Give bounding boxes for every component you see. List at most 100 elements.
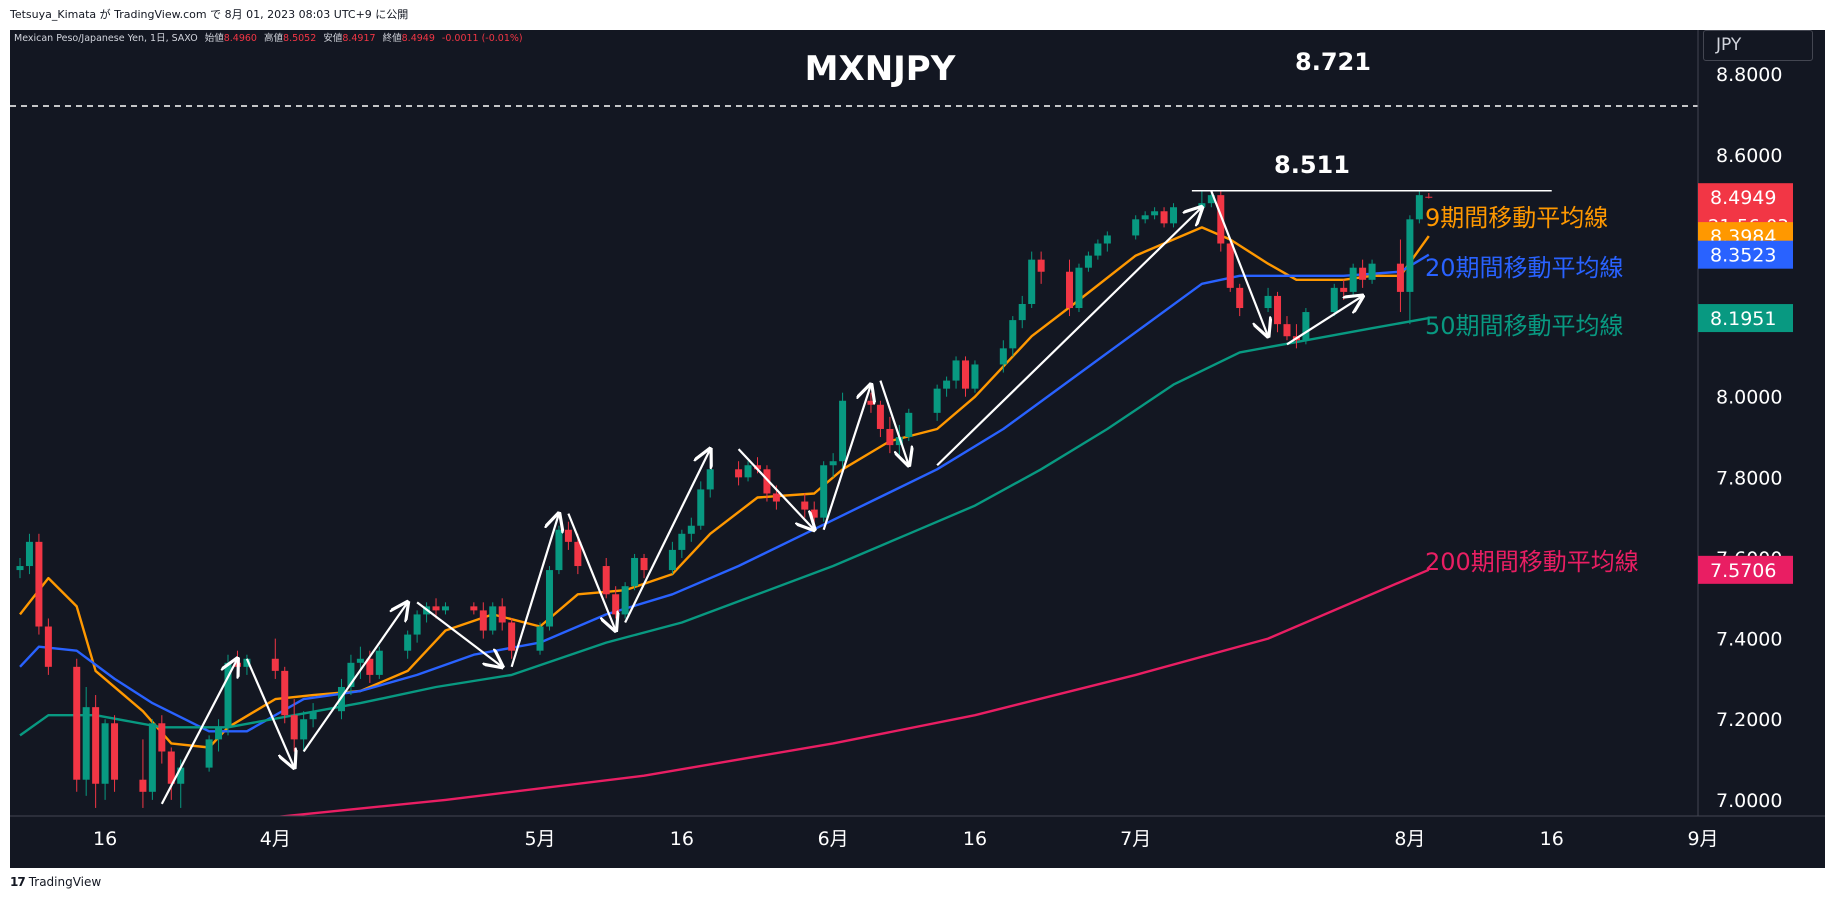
candle-body [404,634,412,651]
candle-body [413,614,421,635]
candle-body [602,566,610,595]
ma-price-tag-1-bg [1698,240,1793,269]
candle-body [1103,235,1111,244]
candle-body [621,586,629,615]
high-label: 高値 [264,33,284,44]
ma-label-1: 20期間移動平均線 [1425,254,1624,282]
candle-body [668,549,676,571]
candle-body [1066,271,1074,309]
candle-body [177,767,185,784]
candle-body [347,662,355,687]
candle-body [706,469,714,490]
open-label: 始値 [204,33,224,44]
candle-body [290,715,298,740]
candle-body [574,541,582,567]
ma-price-tag-2-bg [1698,304,1793,333]
candle-body [224,662,232,728]
footer-brand: TradingView [28,875,102,889]
candle-body [158,723,166,752]
candle-body [1009,320,1017,349]
candle-body [971,364,979,389]
trend-arrow-8 [822,385,871,531]
candle-body [271,658,279,671]
ma-line-1 [19,253,1430,733]
candle-body [839,400,847,462]
change-value: -0.0011 (-0.01%) [441,33,523,44]
candle-body [1283,324,1291,337]
trend-arrow-12 [1286,296,1363,346]
x-tick-label: 5月 [524,828,555,850]
y-tick-label: 8.8000 [1716,64,1782,86]
candle-body [631,557,639,587]
candle-body [555,529,563,571]
candle-body [1236,287,1244,309]
candle-body [536,626,544,651]
trend-arrow-4 [510,514,559,668]
candle-body [35,541,43,627]
y-tick-label: 8.0000 [1716,387,1782,409]
publish-info: Tetsuya_Kimata が TradingView.com で 8月 01… [10,8,409,21]
candle-body [1217,195,1225,244]
high-value: 8.5052 [283,33,317,44]
candle-body [1425,196,1433,198]
candle-body [309,711,317,720]
candle-body [167,751,175,784]
ma-line-2 [19,316,1430,737]
candle-body [1198,203,1206,208]
trend-arrow-11 [1210,190,1268,336]
ma-label-0: 9期間移動平均線 [1425,204,1608,232]
chart-frame[interactable]: 8.721 8.511 MXNJPY 9期間移動平均線 20期間移動平均線 50期間移動平… [10,30,1825,868]
candle-body [829,461,837,466]
trend-arrow-10 [936,207,1202,467]
price-axis-bg [1698,30,1825,868]
low-label: 安値 [323,33,343,44]
x-tick-label: 16 [670,828,694,850]
candle-body [943,380,951,389]
candle-body [498,606,506,623]
candle-body [92,707,100,784]
candle-body [356,658,364,663]
chart-svg[interactable]: 8.721 8.511 MXNJPY 9期間移動平均線 20期間移動平均線 50期間移動平… [10,30,1825,868]
candle-body [205,739,213,768]
candle-body [1349,267,1357,292]
candle-body [1226,243,1234,288]
candle-body [1207,195,1215,204]
candle-body [952,360,960,381]
candle-body [1028,259,1036,304]
trend-arrow-2 [302,602,408,753]
candle-body [73,666,81,780]
ma-price-tag-3-text: 7.5706 [1710,560,1776,582]
candle-body [867,400,875,405]
x-tick-label: 7月 [1120,828,1151,850]
ma-price-tag-2-text: 8.1951 [1710,308,1776,330]
candle-body [375,650,383,675]
candle-body [1160,211,1168,224]
candle-body [1396,263,1404,292]
candle-body [763,469,771,494]
x-tick-label: 16 [1540,828,1564,850]
footer: 17 TradingView [10,875,101,889]
y-tick-label: 7.8000 [1716,467,1782,489]
candle-body [1151,211,1159,216]
candle-body [441,606,449,611]
candle-body [564,529,572,542]
tradingview-logo-icon: 17 [10,875,26,889]
candle-body [895,437,903,446]
candle-body [432,606,440,611]
candle-body [640,557,648,571]
candle-body [801,501,809,510]
trend-arrow-6 [624,449,710,623]
trend-arrow-7 [737,448,815,530]
candle-body [148,723,156,792]
currency-selector[interactable]: JPY [1703,30,1813,61]
x-tick-label: 16 [93,828,117,850]
y-tick-label: 7.2000 [1716,709,1782,731]
chart-title: MXNJPY [805,49,956,89]
ma-label-3: 200期間移動平均線 [1425,548,1639,576]
candle-body [243,658,251,667]
candle-body [1018,303,1026,321]
close-value: 8.4949 [401,33,435,44]
x-tick-label: 9月 [1687,828,1718,850]
candle-body [1264,295,1272,309]
close-label: 終値 [382,33,402,44]
